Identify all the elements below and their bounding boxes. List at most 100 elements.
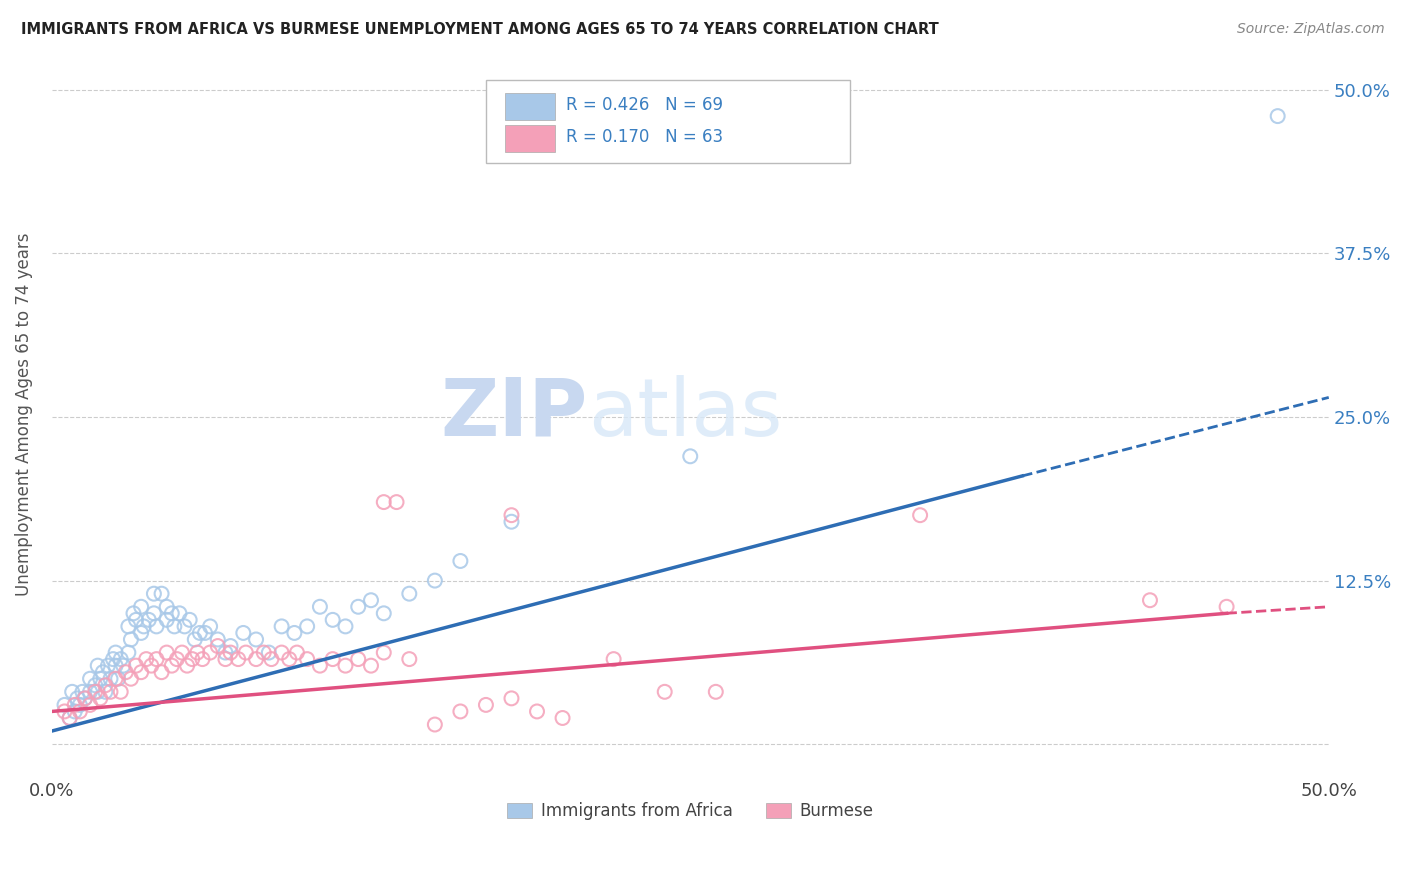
Point [219, 646, 242, 660]
Point [207, 632, 229, 647]
Point [145, 619, 167, 633]
Point [89, 672, 111, 686]
Point [107, 672, 129, 686]
Point [176, 658, 198, 673]
Point [120, 672, 142, 686]
Point [373, 646, 395, 660]
Point [373, 607, 395, 621]
FancyBboxPatch shape [486, 79, 849, 163]
Text: R = 0.426   N = 69: R = 0.426 N = 69 [567, 96, 723, 114]
Point [179, 613, 201, 627]
Point [207, 639, 229, 653]
Point [449, 554, 471, 568]
Point [385, 495, 408, 509]
Point [194, 626, 217, 640]
Point [335, 619, 357, 633]
Y-axis label: Unemployment Among Ages 65 to 74 years: Unemployment Among Ages 65 to 74 years [15, 232, 32, 596]
Point [679, 450, 702, 464]
Point [398, 587, 420, 601]
Point [270, 646, 292, 660]
Point [232, 626, 254, 640]
Point [142, 587, 165, 601]
Point [260, 652, 283, 666]
Point [89, 691, 111, 706]
Point [69, 698, 91, 712]
Point [150, 665, 173, 680]
Point [295, 652, 318, 666]
Point [186, 646, 208, 660]
Point [214, 652, 236, 666]
Point [114, 665, 136, 680]
Text: IMMIGRANTS FROM AFRICA VS BURMESE UNEMPLOYMENT AMONG AGES 65 TO 74 YEARS CORRELA: IMMIGRANTS FROM AFRICA VS BURMESE UNEMPL… [21, 22, 939, 37]
FancyBboxPatch shape [505, 93, 555, 120]
Point [198, 646, 221, 660]
Legend: Immigrants from Africa, Burmese: Immigrants from Africa, Burmese [501, 796, 880, 827]
Point [53, 705, 76, 719]
Point [142, 607, 165, 621]
Point [138, 613, 160, 627]
Point [169, 607, 191, 621]
Point [104, 672, 127, 686]
Point [73, 691, 96, 706]
Point [94, 685, 117, 699]
Text: ZIP: ZIP [441, 375, 588, 453]
Point [59, 711, 82, 725]
Point [112, 658, 135, 673]
Point [335, 658, 357, 673]
Point [423, 574, 446, 588]
Point [120, 632, 142, 647]
Point [245, 632, 267, 647]
Point [163, 619, 186, 633]
Point [360, 593, 382, 607]
Point [53, 698, 76, 712]
Point [219, 639, 242, 653]
Point [278, 652, 301, 666]
Point [160, 607, 183, 621]
Point [66, 691, 89, 706]
Point [173, 619, 195, 633]
FancyBboxPatch shape [505, 125, 555, 152]
Point [156, 613, 179, 627]
Point [347, 652, 370, 666]
Point [475, 698, 498, 712]
Point [101, 652, 124, 666]
Point [526, 705, 548, 719]
Point [91, 665, 114, 680]
Point [501, 515, 523, 529]
Point [1215, 599, 1237, 614]
Point [166, 652, 188, 666]
Point [135, 652, 157, 666]
Point [184, 632, 207, 647]
Point [501, 691, 523, 706]
Point [551, 711, 574, 725]
Point [104, 658, 127, 673]
Point [117, 646, 139, 660]
Point [73, 691, 96, 706]
Point [191, 652, 214, 666]
Point [63, 698, 86, 712]
Point [87, 658, 110, 673]
Point [100, 685, 122, 699]
Point [94, 678, 117, 692]
Text: R = 0.170   N = 63: R = 0.170 N = 63 [567, 128, 724, 146]
Point [100, 672, 122, 686]
Point [156, 599, 179, 614]
Text: atlas: atlas [588, 375, 783, 453]
Point [104, 646, 127, 660]
Point [360, 658, 382, 673]
Point [97, 658, 120, 673]
Point [79, 672, 101, 686]
Point [245, 652, 267, 666]
Point [423, 717, 446, 731]
Point [226, 652, 249, 666]
Point [129, 599, 152, 614]
Point [322, 652, 344, 666]
Point [117, 619, 139, 633]
Point [235, 646, 257, 660]
Point [309, 599, 332, 614]
Point [501, 508, 523, 523]
Point [257, 646, 280, 660]
Point [87, 685, 110, 699]
Point [60, 685, 83, 699]
Point [654, 685, 676, 699]
